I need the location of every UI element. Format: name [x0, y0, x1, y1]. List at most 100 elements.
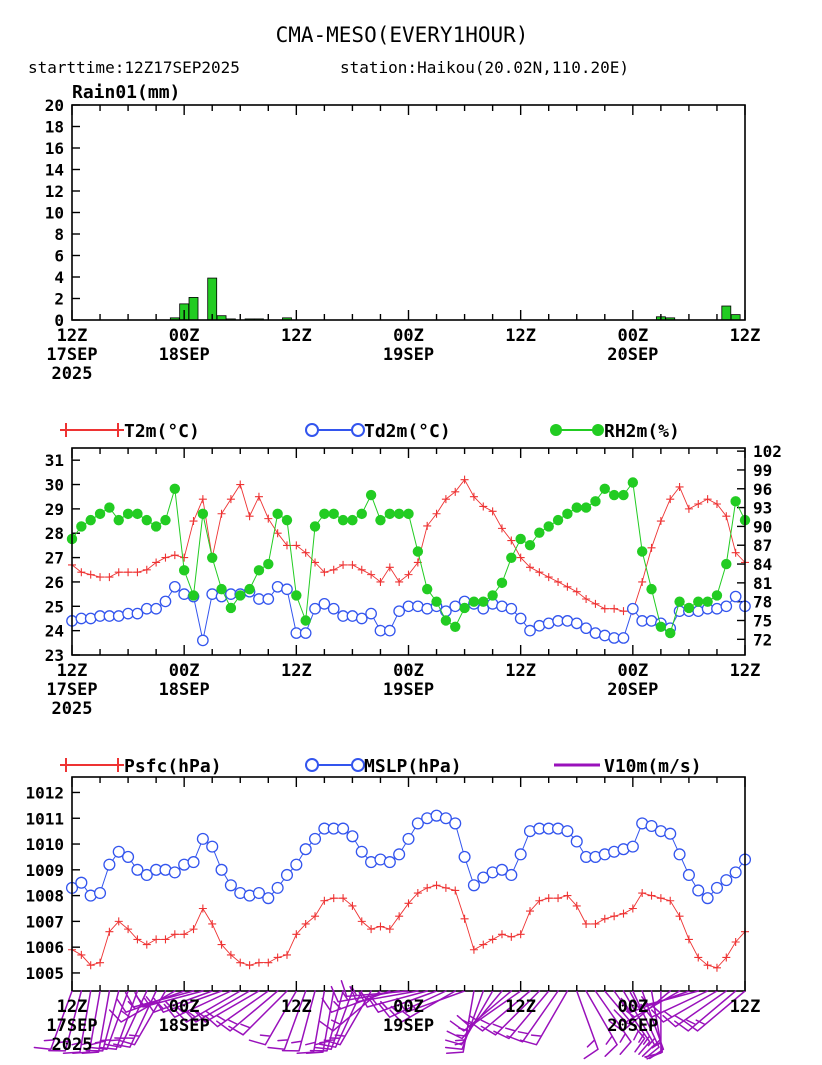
psfc-point: [675, 912, 684, 921]
temperature-panel: T2m(°C) Td2m(°C) RH2m(%) 23 24 25 26 27 28 29 3…: [45, 421, 782, 719]
pressure-panel: Psfc(hPa) MSLP(hPa) V10m(m/s) 1005100610…: [25, 756, 760, 1060]
t2m-point: [544, 573, 553, 582]
rh2m-point: [562, 508, 573, 520]
rh2m-point: [281, 514, 293, 526]
y-tick-label: 28: [45, 524, 64, 543]
wind-barb: [267, 990, 307, 1051]
mslp-point: [729, 866, 742, 879]
rh2m-point: [618, 489, 629, 501]
rh2m-point: [459, 602, 470, 614]
psfc-point: [563, 891, 572, 900]
pressure-y-axis: 1005 1006 1007 1008 1009 1010 1011 1012: [25, 783, 80, 983]
psfc-point: [731, 938, 740, 947]
legend-td2m-label: Td2m(°C): [364, 421, 451, 442]
x-tick-date: 17SEP: [46, 1016, 97, 1036]
psfc-point: [367, 925, 376, 934]
rh2m-point: [104, 502, 115, 513]
psfc-point: [395, 912, 404, 921]
x-tick-date: 18SEP: [159, 345, 210, 365]
wind-barb: [368, 990, 438, 1013]
td2m-point: [720, 600, 733, 613]
mslp-point: [262, 892, 275, 905]
rain-bar: [721, 305, 732, 321]
t2m-point: [217, 509, 226, 518]
wind-barb: [48, 990, 83, 1052]
rh2m-point: [85, 514, 96, 526]
rh2m-point: [384, 508, 396, 520]
y-tick-label: 24: [45, 622, 64, 641]
y-tick-label: 10: [45, 204, 64, 223]
x-tick-date: 20SEP: [607, 1016, 658, 1036]
psfc-point: [180, 930, 189, 939]
x-tick-date: 19SEP: [383, 680, 434, 700]
psfc-point: [488, 935, 497, 944]
td2m-point: [168, 580, 181, 593]
x-tick-label: 12Z: [281, 661, 312, 681]
psfc-point: [554, 894, 563, 903]
td2m-point: [524, 624, 536, 637]
y-tick-label: 1012: [25, 783, 64, 802]
rh2m-point: [403, 508, 414, 520]
rh2m-point: [272, 508, 283, 520]
wind-barb: [493, 990, 550, 1040]
wind-barb: [163, 990, 232, 1018]
t2m-point: [124, 568, 133, 577]
t2m-point: [563, 582, 572, 591]
wind-barb: [318, 990, 363, 1048]
t2m-point: [367, 570, 376, 579]
psfc-point: [86, 961, 95, 970]
x-tick-label: 00Z: [617, 326, 648, 346]
t2m-point: [703, 495, 712, 504]
t2m-point: [348, 560, 357, 569]
psfc-point: [329, 894, 338, 903]
wind-barb: [613, 990, 651, 1055]
wind-barbs: [33, 980, 746, 1060]
psfc-point: [170, 930, 179, 939]
psfc-point: [656, 894, 665, 903]
y-tick-label: 1010: [25, 835, 64, 854]
td2m-point: [393, 605, 406, 618]
x-tick-label: 00Z: [169, 997, 200, 1017]
wind-barb: [134, 990, 204, 1008]
mslp-point: [720, 874, 733, 887]
rh2m-point: [730, 496, 741, 507]
psfc-point: [292, 930, 301, 939]
mslp-point: [355, 845, 368, 858]
x-tick-label: 12Z: [730, 326, 761, 346]
wind-barb: [378, 990, 447, 1018]
x-tick-label: 12Z: [730, 661, 761, 681]
mslp-point: [393, 848, 406, 861]
rh2m-point: [216, 583, 227, 595]
t2m-point: [180, 553, 189, 562]
x-tick-label: 12Z: [281, 997, 312, 1017]
y-tick-label: 4: [54, 268, 64, 287]
psfc-point: [105, 927, 114, 936]
y-tick-label: 75: [753, 612, 772, 631]
td2m-point: [281, 583, 293, 596]
mslp-point: [196, 832, 209, 845]
t2m-point: [666, 495, 675, 504]
rh2m-point: [393, 508, 405, 520]
x-tick-label: 12Z: [505, 661, 536, 681]
mslp-point: [710, 881, 724, 894]
rh2m-point: [300, 615, 311, 626]
legend-mslp-label: MSLP(hPa): [364, 756, 462, 777]
t2m-point: [497, 524, 506, 533]
t2m-point: [152, 558, 161, 567]
td2m-point: [299, 627, 312, 639]
psfc-point: [628, 904, 637, 913]
psfc-point: [684, 935, 693, 944]
t2m-point: [245, 512, 254, 521]
t2m-point: [722, 512, 731, 521]
rh2m-point: [235, 590, 246, 601]
mslp-point: [701, 892, 714, 905]
psfc-point: [497, 930, 506, 939]
psfc-point: [77, 950, 86, 959]
mslp-point: [383, 856, 396, 869]
wind-barb: [629, 990, 700, 1008]
wind-barb: [204, 990, 270, 1028]
y-tick-label: 31: [45, 451, 64, 470]
t2m-point: [460, 475, 469, 484]
psfc-point: [236, 958, 245, 967]
